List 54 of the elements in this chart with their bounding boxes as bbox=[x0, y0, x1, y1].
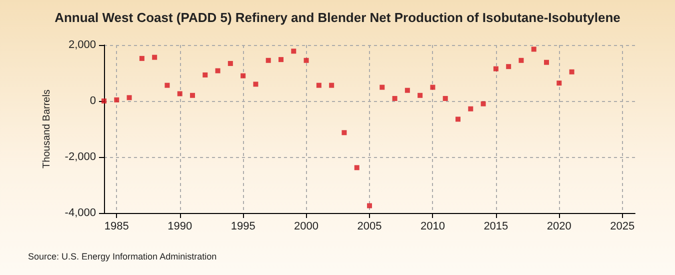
point bbox=[493, 66, 498, 72]
point bbox=[544, 60, 549, 65]
point bbox=[164, 82, 170, 88]
point bbox=[380, 84, 385, 90]
source-note: Source: U.S. Energy Information Administration bbox=[28, 252, 217, 262]
point bbox=[556, 80, 562, 86]
point bbox=[569, 69, 574, 74]
point bbox=[202, 72, 208, 78]
point bbox=[518, 58, 524, 63]
point bbox=[430, 84, 436, 90]
chart-title: Annual West Coast (PADD 5) Refinery and Blender Net Production of Isobutane-Isobutylene bbox=[54, 10, 620, 25]
point bbox=[177, 91, 182, 96]
x-tick-label: 2015 bbox=[484, 220, 508, 232]
point bbox=[266, 58, 271, 63]
y-tick-label: -4,000 bbox=[64, 207, 96, 219]
point bbox=[316, 82, 322, 88]
x-tick-label: 2025 bbox=[610, 220, 635, 232]
point bbox=[228, 60, 233, 66]
x-tick-label: 2010 bbox=[420, 220, 445, 232]
point bbox=[139, 56, 144, 61]
point bbox=[291, 48, 296, 54]
point bbox=[442, 96, 448, 101]
point bbox=[152, 54, 158, 60]
y-tick-label: 2,000 bbox=[68, 39, 96, 51]
y-tick-label: 0 bbox=[90, 95, 96, 107]
point bbox=[468, 106, 474, 112]
point bbox=[367, 203, 372, 208]
x-tick-label: 1985 bbox=[104, 220, 129, 232]
point bbox=[392, 96, 398, 101]
point bbox=[215, 68, 220, 74]
point bbox=[126, 95, 132, 100]
x-tick-label: 1990 bbox=[168, 220, 192, 232]
point bbox=[480, 101, 486, 106]
point bbox=[354, 165, 360, 170]
x-tick-label: 2020 bbox=[546, 220, 572, 232]
point bbox=[102, 98, 106, 104]
point bbox=[253, 82, 258, 87]
point bbox=[304, 58, 309, 63]
y-tick-label: -2,000 bbox=[64, 151, 96, 163]
x-tick-label: 2000 bbox=[294, 220, 319, 232]
point bbox=[190, 92, 195, 98]
point bbox=[114, 97, 120, 102]
y-axis-title: Thousand Barrels bbox=[42, 90, 52, 168]
point bbox=[278, 57, 284, 62]
point bbox=[418, 92, 423, 98]
point bbox=[506, 64, 512, 70]
x-tick-label: 1995 bbox=[230, 220, 256, 232]
point bbox=[342, 130, 347, 136]
point bbox=[531, 46, 536, 52]
point bbox=[404, 88, 410, 93]
point bbox=[329, 82, 334, 88]
point bbox=[456, 116, 460, 122]
x-tick-label: 2005 bbox=[357, 220, 382, 232]
point bbox=[240, 73, 246, 78]
